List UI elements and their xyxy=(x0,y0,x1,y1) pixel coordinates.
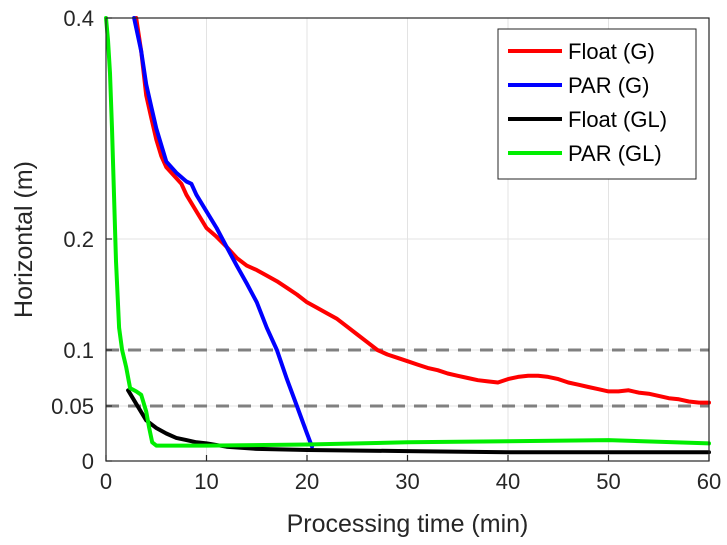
x-tick-label: 20 xyxy=(295,469,319,494)
series-line xyxy=(104,16,711,448)
x-tick-label: 30 xyxy=(395,469,419,494)
y-tick-label: 0 xyxy=(82,449,94,474)
series-line xyxy=(132,16,314,449)
legend-label: Float (GL) xyxy=(568,107,667,132)
legend-label: PAR (G) xyxy=(568,73,649,98)
legend-label: PAR (GL) xyxy=(568,141,662,166)
y-tick-label: 0.05 xyxy=(51,394,94,419)
x-axis-title: Processing time (min) xyxy=(287,510,529,538)
x-tick-label: 10 xyxy=(194,469,218,494)
y-tick-label: 0.2 xyxy=(63,227,94,252)
x-tick-label: 40 xyxy=(496,469,520,494)
x-tick-label: 60 xyxy=(697,469,721,494)
axis-ticks: 0 10 20 30 40 50 60 0 0.05 0.1 0.2 0.4 xyxy=(51,6,721,494)
y-axis-title: Horizontal (m) xyxy=(10,161,38,318)
y-tick-label: 0.4 xyxy=(63,6,94,31)
series-line xyxy=(126,388,711,455)
legend: Float (G) PAR (G) Float (GL) PAR (GL) xyxy=(497,28,697,180)
reference-lines xyxy=(106,348,709,408)
y-tick-label: 0.1 xyxy=(63,338,94,363)
x-tick-label: 0 xyxy=(100,469,112,494)
x-tick-label: 50 xyxy=(596,469,620,494)
series-line xyxy=(134,16,711,405)
legend-label: Float (G) xyxy=(568,39,655,64)
series-lines xyxy=(104,16,711,455)
